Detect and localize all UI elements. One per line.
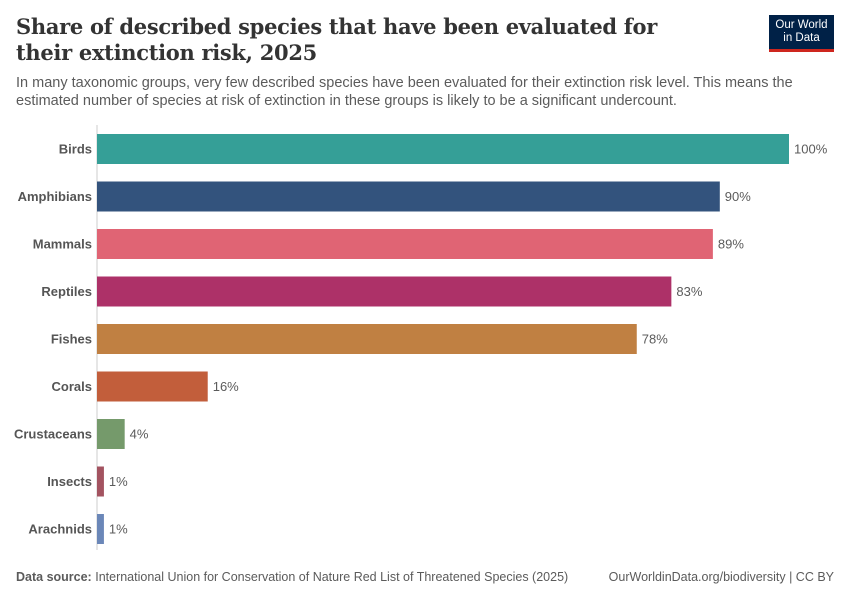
category-label: Insects <box>47 474 92 489</box>
value-label: 16% <box>213 379 239 394</box>
value-label: 89% <box>718 237 744 252</box>
category-label: Fishes <box>51 332 92 347</box>
chart-subtitle: In many taxonomic groups, very few descr… <box>16 75 793 109</box>
bar-corals[interactable] <box>97 371 208 402</box>
bar-mammals[interactable] <box>97 229 713 259</box>
category-label: Crustaceans <box>14 427 92 442</box>
category-label: Corals <box>52 379 92 394</box>
data-source-text: International Union for Conservation of … <box>95 570 569 584</box>
bar-chart-svg: Birds 100% Amphibians 90% Mammals 89% Reptiles… <box>14 125 828 550</box>
value-label: 4% <box>130 427 149 442</box>
bar-reptiles[interactable] <box>97 276 672 307</box>
category-label: Amphibians <box>18 189 92 204</box>
bar-arachnids[interactable] <box>97 514 104 544</box>
category-label: Birds <box>59 142 92 157</box>
owid-logo[interactable]: Our World in Data <box>769 15 834 52</box>
value-label: 100% <box>794 142 828 157</box>
value-label: 78% <box>642 332 668 347</box>
category-label: Mammals <box>33 237 92 252</box>
url-license[interactable]: OurWorldinData.org/biodiversity | CC BY <box>608 570 834 584</box>
logo-line-2: in Data <box>783 32 820 44</box>
bar-amphibians[interactable] <box>97 181 720 212</box>
logo-line-1: Our World <box>775 19 828 31</box>
bar-insects[interactable] <box>97 466 104 497</box>
bar-birds[interactable] <box>97 134 789 164</box>
value-label: 1% <box>109 522 128 537</box>
value-label: 1% <box>109 474 128 489</box>
value-label: 83% <box>676 284 702 299</box>
bar-crustaceans[interactable] <box>97 419 125 449</box>
category-label: Reptiles <box>41 284 92 299</box>
chart-title: Share of described species that have bee… <box>16 14 657 65</box>
category-label: Arachnids <box>28 522 92 537</box>
value-label: 90% <box>725 189 751 204</box>
data-source-label: Data source: <box>16 570 92 584</box>
bar-chart: Birds 100% Amphibians 90% Mammals 89% Reptiles… <box>0 120 850 560</box>
bar-fishes[interactable] <box>97 324 637 354</box>
footer: Data source: International Union for Con… <box>16 570 834 584</box>
